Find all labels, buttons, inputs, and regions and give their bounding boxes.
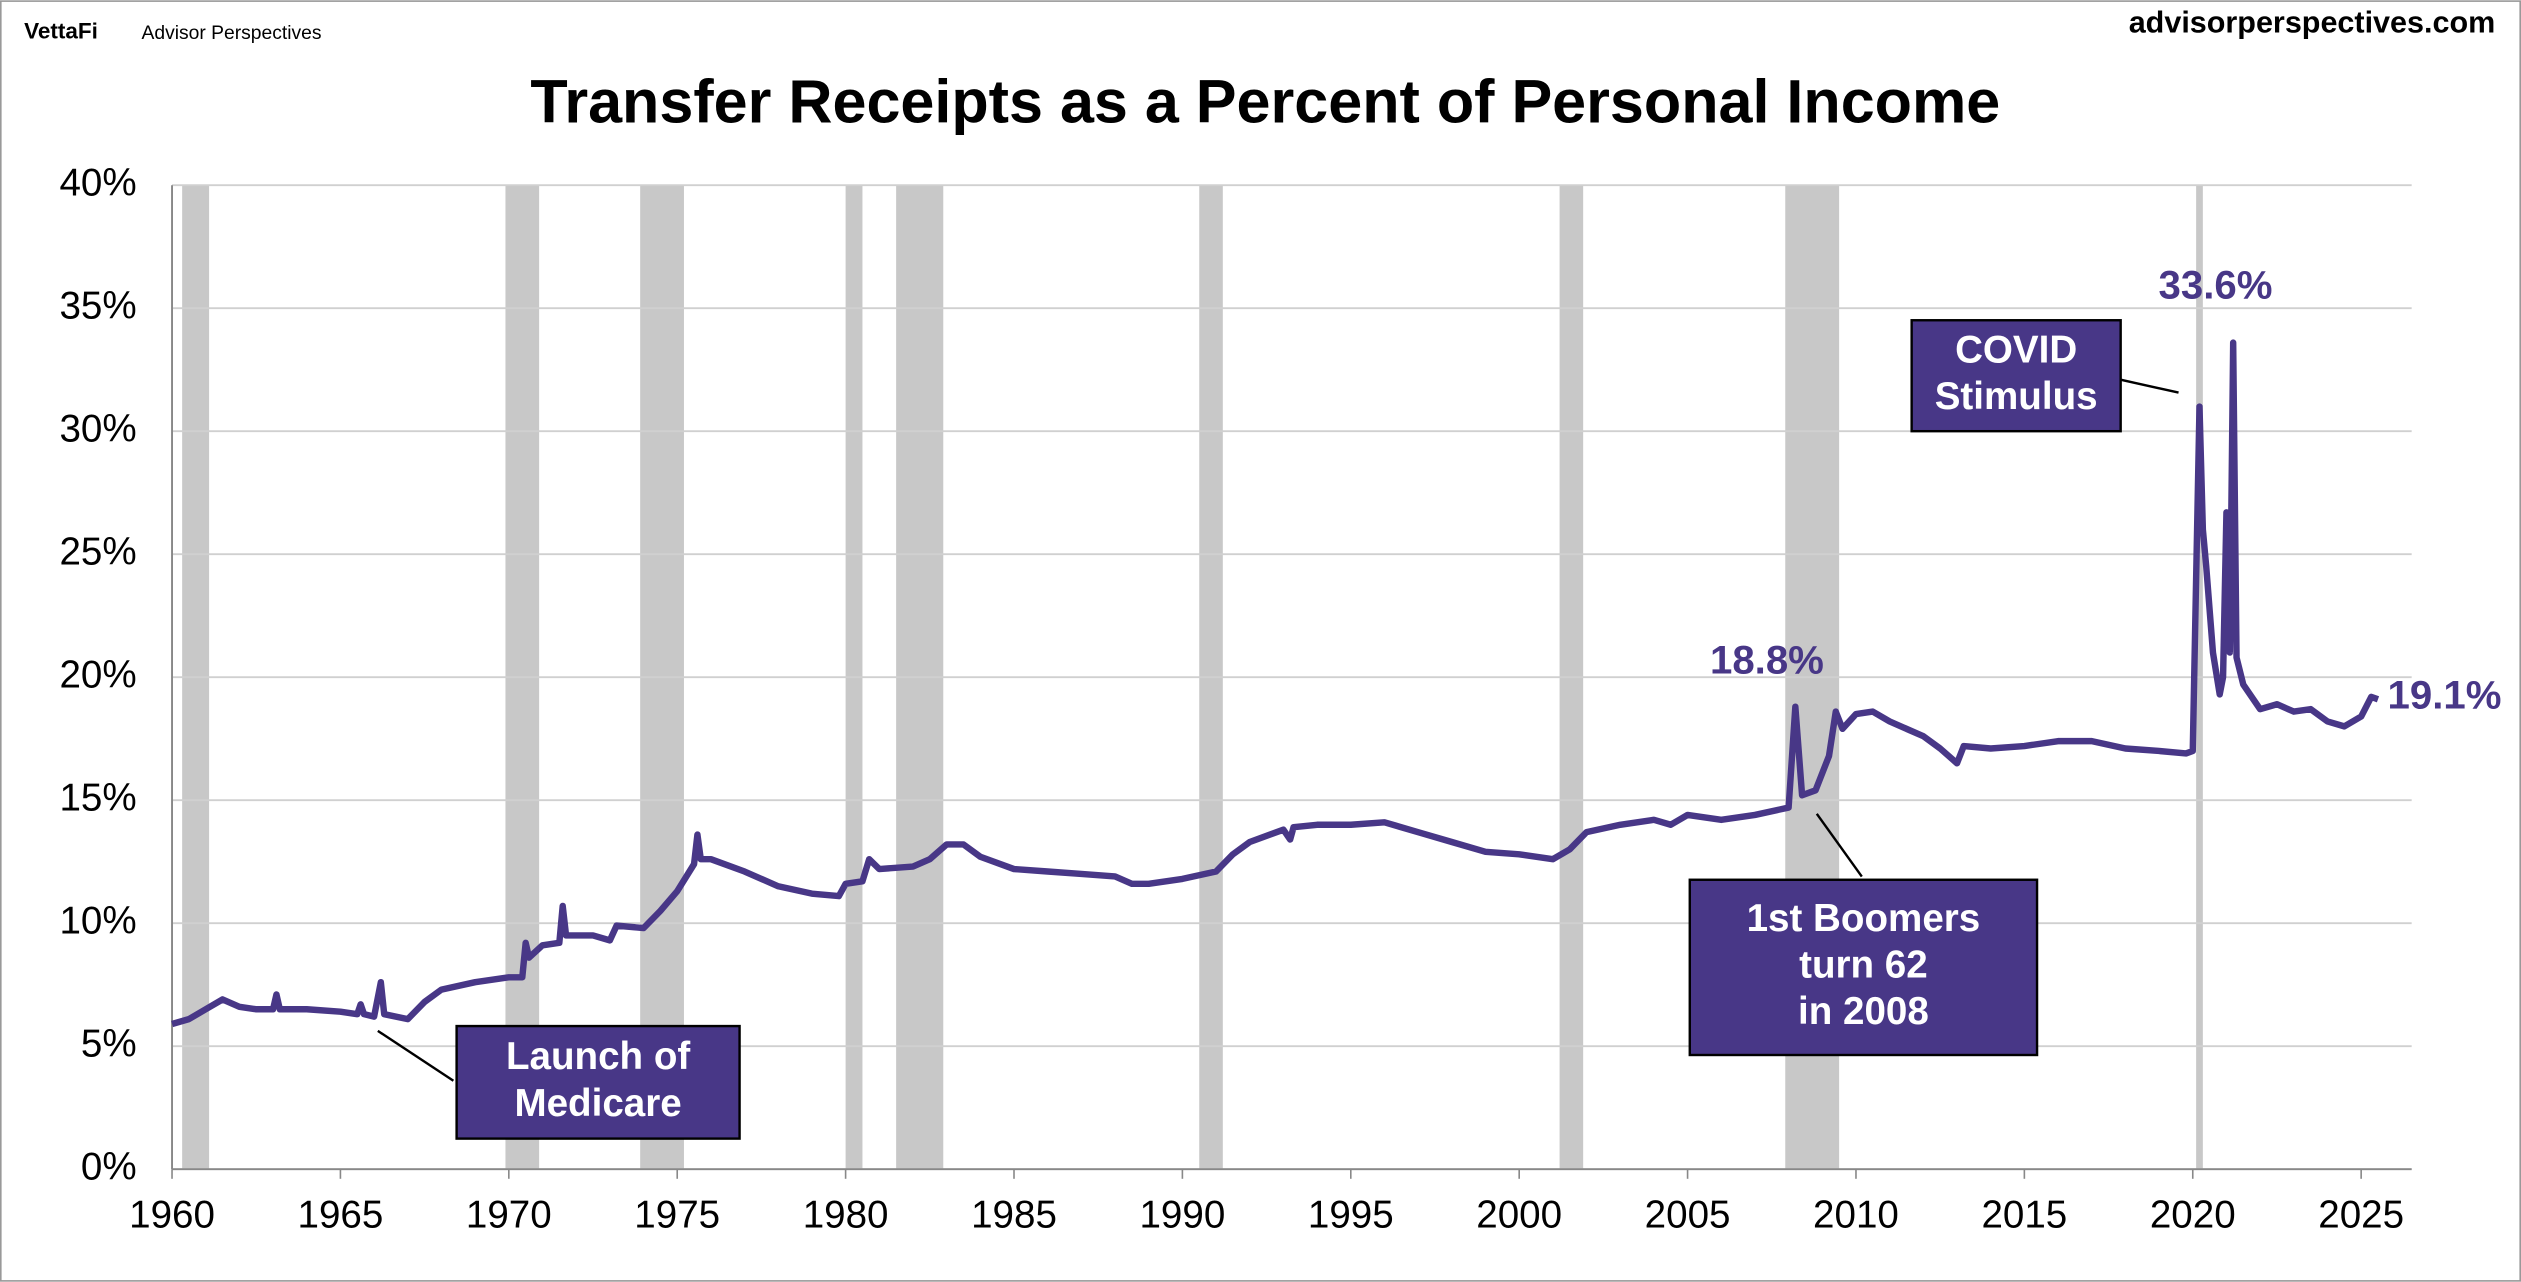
brand: VettaFi [24,18,98,43]
callout-text: turn 62 [1799,944,1928,987]
y-tick-label: 15% [59,776,136,819]
x-tick-label: 2020 [2150,1194,2236,1237]
callout-pointer [377,1029,455,1082]
x-tick-label: 1995 [1308,1194,1394,1237]
x-tick-label: 1970 [466,1194,552,1237]
value-label: 18.8% [1710,637,1824,682]
x-tick-label: 2005 [1645,1194,1731,1237]
x-tick-label: 1980 [803,1194,889,1237]
x-tick-label: 2025 [2318,1194,2404,1237]
y-tick-label: 10% [59,899,136,942]
site: advisorperspectives.com [2129,5,2496,39]
x-tick-label: 1990 [1139,1194,1225,1237]
callout-box [1688,878,2039,1057]
value-label: 19.1% [2388,673,2502,718]
callout-text: 1st Boomers [1747,897,1981,940]
x-tick-label: 1975 [634,1194,720,1237]
x-tick-label: 2015 [1981,1194,2067,1237]
x-tick-label: 1985 [971,1194,1057,1237]
y-tick-label: 35% [59,284,136,327]
x-tick-label: 2010 [1813,1194,1899,1237]
callout-pointer [2120,378,2179,394]
data-line [171,339,2380,1028]
x-tick-label: 1965 [298,1194,384,1237]
y-tick-label: 0% [81,1145,137,1188]
y-tick-label: 30% [59,407,136,450]
y-tick-label: 5% [81,1022,137,1065]
callout-box [455,1024,741,1140]
callout-box [1910,319,2122,433]
y-tick-label: 40% [59,161,136,204]
x-tick-label: 1960 [129,1194,215,1237]
callout-text: Medicare [514,1082,681,1125]
callout-text: in 2008 [1798,990,1929,1033]
callout-text: COVID [1955,329,2077,372]
chart-title: Transfer Receipts as a Percent of Person… [530,68,2000,136]
brand-sub: Advisor Perspectives [141,23,321,44]
y-tick-label: 25% [59,530,136,573]
y-tick-label: 20% [59,653,136,696]
value-label: 33.6% [2159,263,2273,308]
callout-text: Stimulus [1935,375,2098,418]
x-tick-label: 2000 [1476,1194,1562,1237]
callout-pointer [1815,813,1863,878]
callout-text: Launch of [506,1035,690,1078]
